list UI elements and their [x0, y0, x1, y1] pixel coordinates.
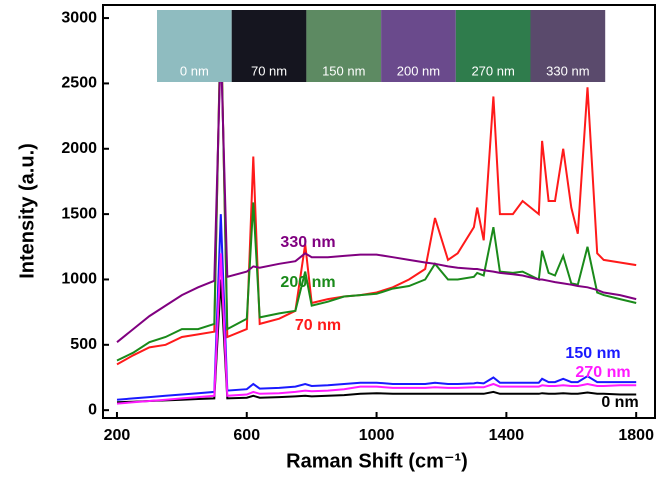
inset-label: 150 nm [322, 63, 365, 78]
series-label: 150 nm [565, 345, 620, 362]
inset-tile [306, 10, 382, 82]
inset-tile [455, 10, 531, 82]
inset-tile [231, 10, 307, 82]
inset-label: 200 nm [397, 63, 440, 78]
x-tick-label: 1400 [489, 427, 525, 444]
y-tick-label: 3000 [61, 9, 97, 26]
series-label: 330 nm [280, 234, 335, 251]
y-tick-label: 1000 [61, 271, 97, 288]
y-tick-label: 0 [88, 401, 97, 418]
inset-label: 330 nm [546, 63, 589, 78]
y-axis-label: Intensity (a.u.) [16, 143, 38, 279]
y-tick-label: 2500 [61, 75, 97, 92]
x-tick-label: 1800 [618, 427, 654, 444]
plot-frame [102, 4, 656, 419]
x-tick-label: 600 [233, 427, 260, 444]
series-label: 70 nm [295, 317, 341, 334]
series-label: 270 nm [575, 364, 630, 381]
series-label: 200 nm [280, 274, 335, 291]
x-tick-label: 1000 [359, 427, 395, 444]
series-label: 0 nm [601, 394, 638, 411]
y-tick-label: 2000 [61, 140, 97, 157]
inset-tile [381, 10, 456, 82]
x-axis-label: Raman Shift (cm⁻¹) [286, 450, 468, 472]
series-line [116, 44, 637, 343]
inset-tile [157, 10, 232, 82]
series-line [116, 253, 637, 405]
inset-label: 270 nm [471, 63, 514, 78]
x-tick-label: 200 [104, 427, 131, 444]
y-tick-label: 1500 [61, 205, 97, 222]
inset-label: 0 nm [180, 63, 209, 78]
series-line [116, 214, 637, 401]
series-line [116, 279, 637, 404]
y-tick-label: 500 [70, 336, 97, 353]
inset-label: 70 nm [251, 63, 287, 78]
inset-tile [530, 10, 606, 82]
